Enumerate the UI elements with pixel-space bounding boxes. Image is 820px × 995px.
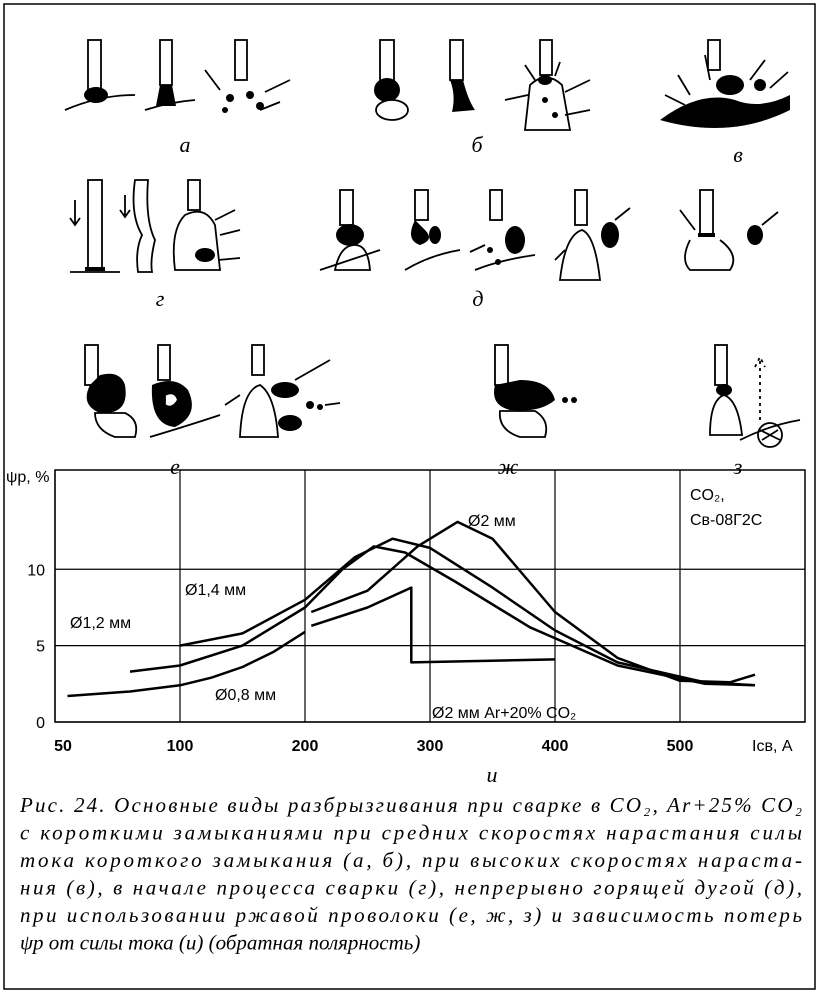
x-tick-label: 400 [542, 738, 569, 755]
caption-line: Рис. 24. Основные виды разбрызгивания пр… [19, 793, 802, 817]
annotation: Св-08Г2С [690, 512, 762, 529]
x-tick-label: 200 [292, 738, 319, 755]
caption-line: при использовании ржавой проволоки (е, ж… [20, 903, 802, 927]
series-label: Ø2 мм [468, 513, 516, 530]
y-tick-label: 0 [36, 715, 45, 732]
x-tick-label: 300 [417, 738, 444, 755]
series-label: Ø0,8 мм [215, 687, 276, 704]
series-line [179, 537, 756, 687]
caption-line: ψр от силы тока (и) (обратная полярность… [20, 931, 420, 955]
panel-label: ж [498, 454, 519, 479]
panel-label: в [733, 142, 743, 167]
annotation: CO₂, [690, 487, 725, 504]
y-tick-label: 5 [36, 639, 45, 656]
series-line [129, 545, 756, 687]
caption-line: с короткими замыканиями при средних скор… [20, 821, 802, 845]
x-tick-label: 100 [167, 738, 194, 755]
series-line [310, 586, 556, 664]
caption-line: ния (в), в начале процесса сварки (г), н… [20, 876, 802, 900]
panel-labels: а б в г д е ж з и [156, 132, 744, 787]
panel-label: д [472, 286, 483, 311]
y-axis-label: ψр, % [6, 469, 49, 486]
panel-label: з [733, 454, 743, 479]
caption: Рис. 24. Основные виды разбрызгивания пр… [19, 793, 802, 955]
illustrations [64, 39, 801, 448]
series-line [310, 520, 756, 684]
series-line [67, 630, 306, 698]
border [3, 3, 816, 990]
y-tick-label: 10 [27, 562, 45, 579]
panel-label: е [170, 454, 180, 479]
series-label: Ø1,2 мм [70, 615, 131, 632]
panel-label: а [180, 132, 191, 157]
x-tick-label: 500 [667, 738, 694, 755]
panel-label: и [487, 762, 498, 787]
series-label: Ø2 мм Ar+20% CO₂ [432, 705, 576, 722]
chart: ψр, % Iсв, А CO₂, Св-08Г2С 0 5 10 50 100 200 3… [6, 469, 806, 755]
caption-line: тока короткого замыкания (а, б), при выс… [20, 848, 802, 872]
x-axis-label: Iсв, А [752, 738, 793, 755]
x-tick-label: 50 [54, 738, 72, 755]
panel-label: г [156, 286, 165, 311]
panel-label: б [471, 132, 483, 157]
series-label: Ø1,4 мм [185, 582, 246, 599]
